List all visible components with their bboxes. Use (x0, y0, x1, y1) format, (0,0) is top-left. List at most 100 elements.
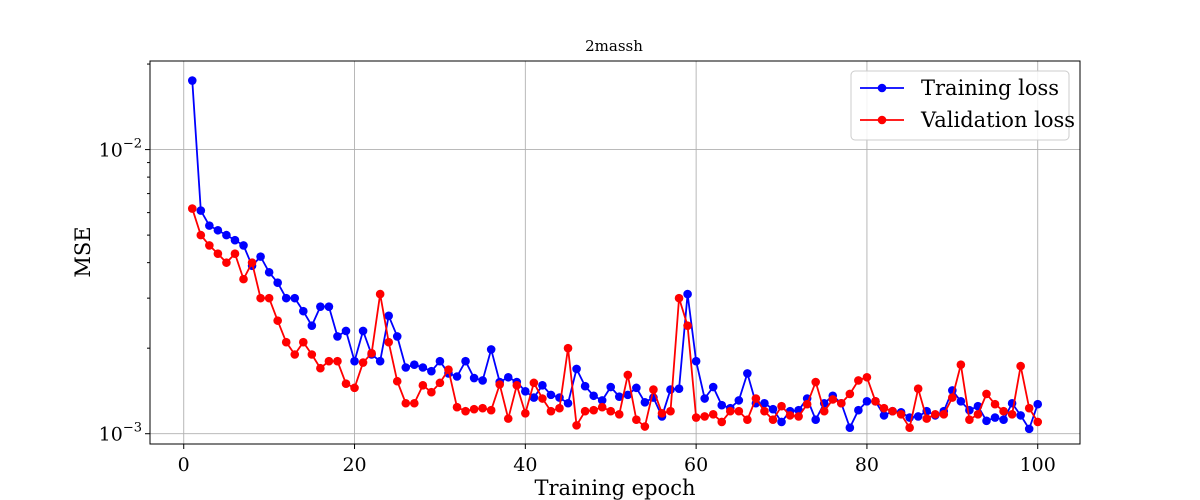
data-point (666, 406, 675, 416)
data-point (307, 321, 317, 330)
data-point (452, 402, 462, 412)
data-point (939, 410, 949, 419)
data-point (854, 405, 863, 415)
data-point (862, 372, 872, 382)
data-point (512, 381, 522, 390)
data-point (1007, 410, 1017, 419)
data-point (316, 363, 325, 373)
data-point (1033, 417, 1043, 427)
data-point (999, 415, 1008, 425)
data-point (264, 267, 274, 277)
legend-marker (877, 115, 887, 125)
data-point (495, 380, 505, 389)
data-point (205, 221, 214, 230)
data-point (452, 372, 462, 381)
data-point (879, 411, 889, 420)
data-point (546, 406, 556, 416)
data-point (213, 249, 223, 259)
data-point (444, 365, 453, 374)
data-point (461, 406, 470, 416)
data-point (956, 397, 966, 406)
data-point (700, 394, 709, 403)
data-point (384, 337, 393, 347)
data-point (401, 398, 411, 408)
data-point (384, 311, 393, 321)
data-point (982, 389, 991, 399)
data-point (196, 206, 206, 215)
data-point (358, 358, 368, 367)
data-point (521, 387, 530, 396)
data-point (990, 399, 1000, 409)
data-point (862, 397, 872, 406)
data-point (623, 370, 633, 380)
data-point (854, 376, 863, 385)
grid (150, 61, 1080, 444)
data-point (649, 385, 658, 394)
data-point (205, 241, 214, 250)
data-point (896, 410, 906, 419)
data-point (845, 389, 855, 399)
data-point (469, 373, 479, 383)
data-point (273, 316, 282, 325)
data-point (973, 410, 983, 419)
y-axis: 10−3 10−2 (99, 63, 150, 446)
data-point (999, 406, 1008, 416)
data-point (589, 391, 598, 401)
x-tick-label: 0 (178, 454, 190, 476)
data-point (239, 241, 248, 250)
x-axis-label: Training epoch (535, 476, 696, 500)
data-point (187, 76, 197, 85)
data-point (743, 415, 752, 425)
x-tick-label: 40 (513, 454, 537, 476)
data-point (486, 405, 496, 415)
data-point (375, 289, 385, 299)
data-point (930, 410, 940, 419)
data-point (486, 345, 496, 354)
data-point (760, 406, 769, 416)
data-point (307, 350, 317, 359)
data-point (948, 393, 957, 402)
data-point (222, 258, 231, 267)
data-point (768, 415, 778, 425)
data-point (521, 408, 530, 418)
data-point (333, 356, 342, 366)
data-point (572, 364, 581, 374)
data-point (392, 332, 402, 341)
data-point (350, 383, 359, 393)
data-point (614, 410, 624, 419)
data-point (734, 396, 744, 405)
x-axis: 0 20 40 60 80 100 (178, 444, 1056, 476)
data-point (503, 372, 513, 382)
data-point (768, 404, 778, 414)
data-point (341, 379, 351, 388)
y-axis-label: MSE (71, 226, 95, 277)
y-tick-label: 10−2 (99, 137, 142, 162)
data-point (708, 382, 718, 392)
data-point (555, 393, 564, 402)
data-point (879, 403, 889, 413)
data-point (623, 390, 633, 400)
data-point (597, 402, 607, 412)
legend-label: Validation loss (920, 108, 1075, 132)
data-point (290, 293, 300, 303)
data-point (256, 252, 265, 261)
data-point (1033, 399, 1043, 409)
x-tick-label: 80 (855, 454, 879, 476)
data-point (589, 405, 598, 415)
data-point (691, 413, 701, 422)
data-point (913, 412, 923, 421)
series-layer (187, 76, 1043, 434)
data-point (529, 378, 539, 388)
data-point (922, 414, 932, 423)
data-point (264, 293, 274, 303)
data-point (529, 393, 539, 402)
data-point (691, 356, 701, 366)
x-tick-label: 60 (684, 454, 708, 476)
data-point (708, 410, 718, 419)
legend-label: Training loss (921, 76, 1059, 100)
data-point (290, 350, 300, 359)
data-point (256, 293, 265, 303)
data-point (777, 401, 786, 411)
data-point (418, 363, 428, 372)
data-point (187, 204, 197, 213)
